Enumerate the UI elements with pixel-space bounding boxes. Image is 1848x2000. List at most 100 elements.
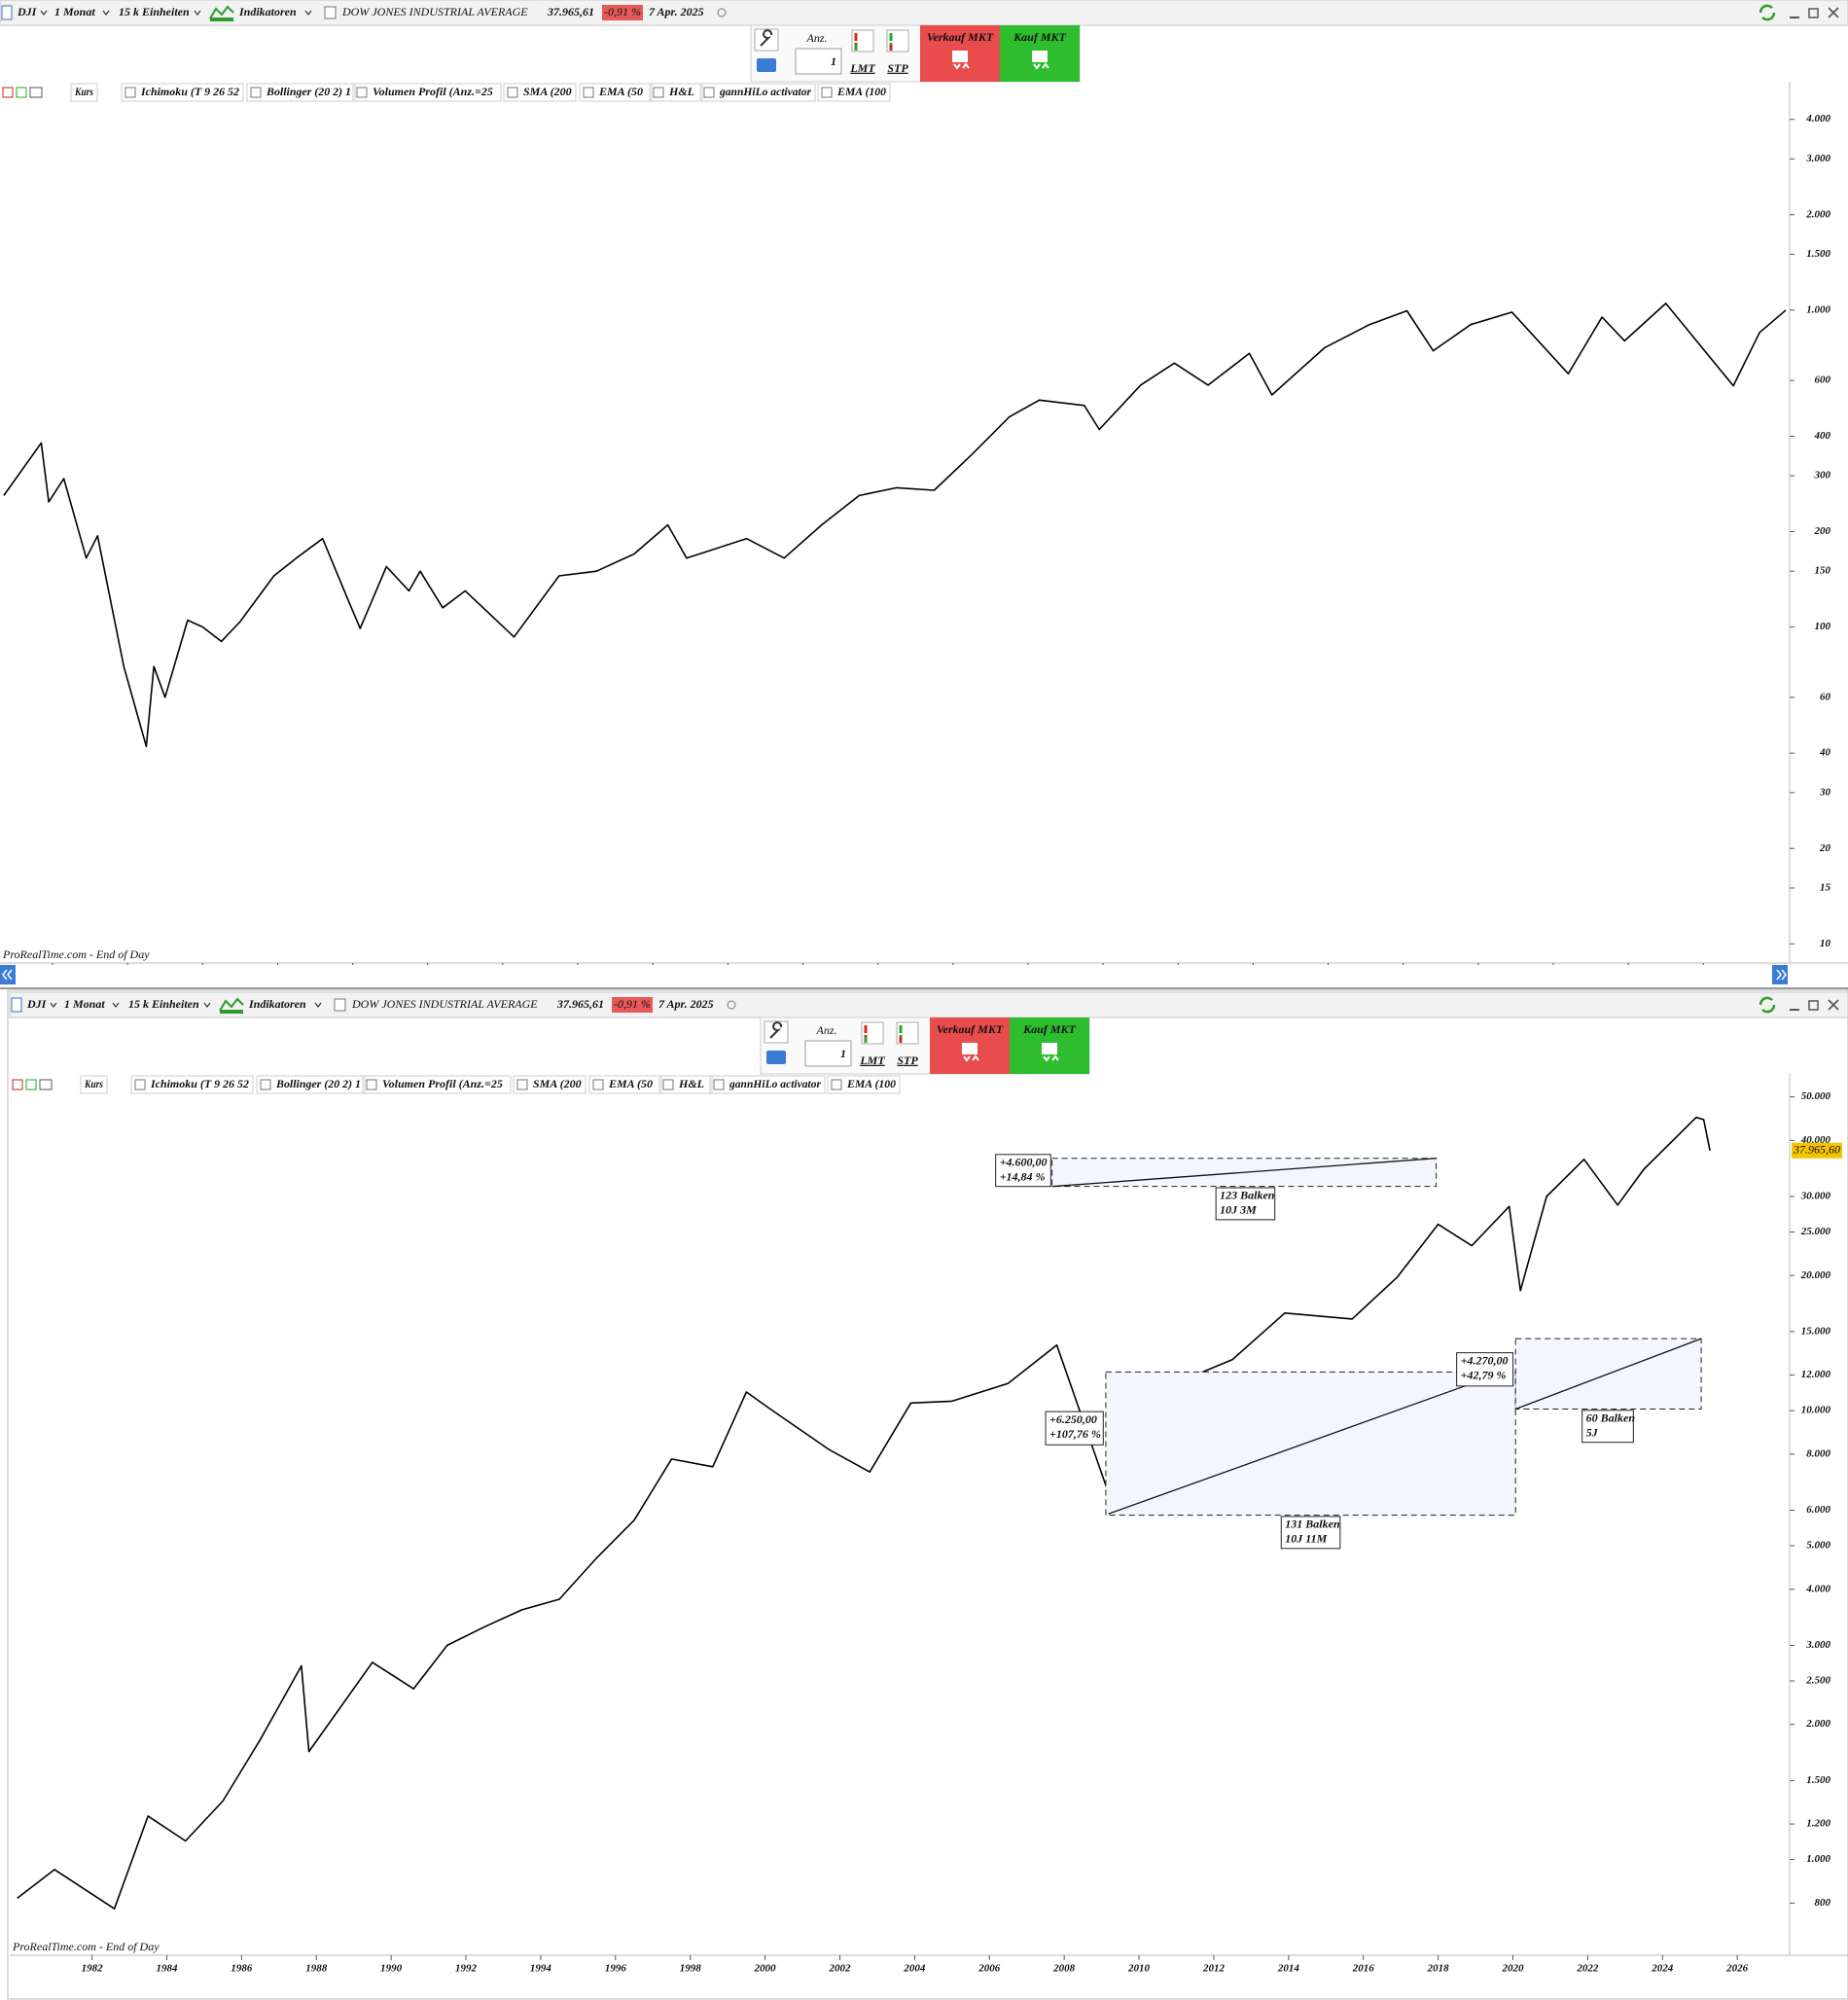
indicator-label: EMA (50 bbox=[608, 1077, 653, 1090]
buy-button-icon bbox=[1042, 1043, 1057, 1054]
y-tick-label: 200 bbox=[1814, 525, 1831, 537]
y-tick-label: 20.000 bbox=[1800, 1269, 1831, 1281]
indicator-item[interactable] bbox=[579, 83, 653, 102]
x-tick-label: 1986 bbox=[231, 1963, 253, 1975]
buy-button-label: Kauf MKT bbox=[1013, 30, 1066, 44]
checkbox[interactable] bbox=[713, 1079, 725, 1090]
checkbox[interactable] bbox=[703, 87, 715, 98]
dropdown-arrow[interactable] bbox=[314, 1002, 322, 1008]
dropdown-arrow[interactable] bbox=[50, 1002, 57, 1008]
indicator-item[interactable] bbox=[352, 83, 502, 102]
indicator-icon[interactable] bbox=[219, 997, 244, 1012]
quantity-input[interactable] bbox=[804, 1040, 852, 1067]
restore-button[interactable] bbox=[1808, 1000, 1819, 1011]
dropdown-arrow[interactable] bbox=[203, 1002, 211, 1008]
close-price-icon[interactable] bbox=[12, 1079, 23, 1090]
checkbox[interactable] bbox=[356, 87, 368, 98]
dropdown-arrow[interactable] bbox=[304, 10, 312, 16]
close-button[interactable] bbox=[1828, 7, 1839, 18]
indicator-item[interactable] bbox=[503, 83, 577, 102]
measure-label bbox=[1456, 1352, 1514, 1387]
restore-button[interactable] bbox=[1808, 8, 1819, 18]
checkbox[interactable] bbox=[662, 1079, 674, 1090]
y-tick-label: 4.000 bbox=[1805, 113, 1830, 125]
dropdown-arrow[interactable] bbox=[40, 10, 48, 16]
y-tick-label: 12.000 bbox=[1801, 1369, 1831, 1380]
indicator-label: H&L bbox=[678, 1077, 704, 1090]
windows-icon[interactable] bbox=[29, 87, 43, 98]
quantity-label: Anz. bbox=[806, 31, 828, 45]
dropdown-arrow[interactable] bbox=[112, 1002, 120, 1008]
checkbox[interactable] bbox=[653, 87, 664, 98]
checkbox[interactable] bbox=[250, 87, 262, 98]
up-icon[interactable] bbox=[16, 87, 27, 98]
sell-button-label: Verkauf MKT bbox=[927, 30, 994, 44]
checkbox[interactable] bbox=[592, 1079, 604, 1090]
close-price-icon[interactable] bbox=[2, 87, 14, 98]
price-line bbox=[17, 1116, 1711, 1910]
indicator-item[interactable] bbox=[256, 1075, 366, 1094]
quantity: 1 bbox=[840, 1047, 846, 1060]
indicator-label: gannHiLo activator bbox=[719, 85, 811, 98]
x-tick-label: 2026 bbox=[1725, 1963, 1749, 1975]
x-tick-label: 1990 bbox=[380, 1963, 403, 1975]
x-tick-label: 2000 bbox=[754, 1963, 777, 1975]
source-watermark: ProRealTime.com - End of Day bbox=[12, 1940, 160, 1953]
y-tick-label: 2.000 bbox=[1805, 208, 1830, 220]
up-icon[interactable] bbox=[25, 1079, 37, 1090]
indicator-item[interactable] bbox=[709, 1075, 826, 1094]
checkbox[interactable] bbox=[821, 87, 833, 98]
indicator-item[interactable] bbox=[121, 83, 244, 102]
checkbox[interactable] bbox=[134, 1079, 146, 1090]
checkbox[interactable] bbox=[366, 1079, 377, 1090]
indicator-item[interactable] bbox=[362, 1075, 512, 1094]
indicator-label: Volumen Profil (Anz.=25 bbox=[373, 85, 493, 98]
x-tick-label: 1998 bbox=[680, 1963, 702, 1975]
windows-icon[interactable] bbox=[39, 1079, 53, 1090]
quantity: 1 bbox=[831, 54, 836, 68]
y-tick-label: 2.500 bbox=[1805, 1674, 1830, 1686]
indicator-item[interactable] bbox=[246, 83, 356, 102]
checkbox[interactable] bbox=[507, 87, 518, 98]
info-icon[interactable] bbox=[334, 998, 346, 1012]
checkbox[interactable] bbox=[124, 87, 136, 98]
y-tick-label: 15.000 bbox=[1801, 1325, 1831, 1337]
x-tick-label: 1982 bbox=[82, 1963, 104, 1975]
indicator-item[interactable] bbox=[588, 1075, 662, 1094]
close-button[interactable] bbox=[1828, 999, 1839, 1011]
refresh-icon[interactable] bbox=[1759, 996, 1776, 1014]
scrollbar bbox=[0, 965, 1790, 984]
keyboard-icon[interactable] bbox=[766, 1051, 786, 1064]
quantity-label: Anz. bbox=[816, 1023, 837, 1037]
buy-button-icon bbox=[1032, 51, 1048, 62]
indicator-item[interactable] bbox=[513, 1075, 586, 1094]
indicator-item[interactable] bbox=[699, 83, 816, 102]
indicator-item[interactable] bbox=[827, 1075, 901, 1094]
info-icon[interactable] bbox=[324, 6, 337, 19]
quantity-input[interactable] bbox=[795, 48, 842, 75]
checkbox[interactable] bbox=[260, 1079, 271, 1090]
checkbox[interactable] bbox=[831, 1079, 842, 1090]
scroll-right[interactable] bbox=[1772, 965, 1788, 984]
buy-button-icon-arrows bbox=[1033, 62, 1049, 70]
measure-label bbox=[995, 1154, 1051, 1188]
refresh-icon[interactable] bbox=[1759, 4, 1776, 21]
indicator-icon[interactable] bbox=[209, 5, 234, 19]
checkbox[interactable] bbox=[583, 87, 594, 98]
checkbox[interactable] bbox=[516, 1079, 528, 1090]
indicator-item[interactable] bbox=[817, 83, 891, 102]
indicator-item[interactable] bbox=[130, 1075, 254, 1094]
keyboard-icon[interactable] bbox=[757, 58, 776, 72]
measure-text: 10J 11M bbox=[1285, 1532, 1327, 1546]
y-tick-label: 100 bbox=[1815, 621, 1831, 632]
dropdown-arrow[interactable] bbox=[194, 10, 201, 16]
indicator-item[interactable] bbox=[80, 1075, 108, 1094]
dropdown-arrow[interactable] bbox=[102, 10, 110, 16]
indicator-label: Bollinger (20 2) 1 bbox=[275, 1077, 361, 1090]
indicator-item[interactable] bbox=[649, 83, 703, 102]
x-tick-label: 2024 bbox=[1651, 1963, 1674, 1975]
indicator-item[interactable] bbox=[70, 83, 98, 102]
y-tick-label: 20 bbox=[1819, 842, 1831, 854]
indicator-item[interactable] bbox=[658, 1075, 713, 1094]
indicator-icon-base bbox=[220, 1010, 243, 1014]
